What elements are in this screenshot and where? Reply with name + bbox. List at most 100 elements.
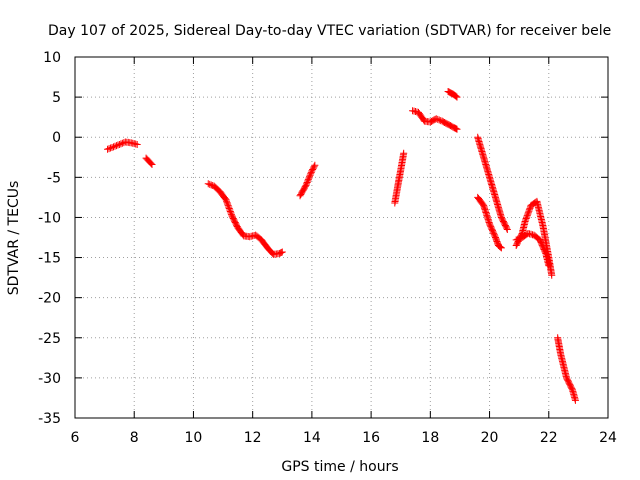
data-point: [117, 140, 125, 148]
grid-layer: [75, 57, 608, 418]
data-point: [523, 212, 531, 220]
series-seg7: [444, 87, 461, 101]
data-point: [224, 202, 232, 210]
data-point: [227, 209, 235, 217]
data-point: [452, 92, 460, 100]
series-seg3: [204, 180, 286, 258]
series-seg1: [104, 138, 141, 153]
data-point: [310, 163, 318, 171]
data-point: [503, 224, 511, 232]
y-tick-label: -10: [38, 210, 61, 226]
data-point: [278, 248, 286, 256]
data-point: [107, 144, 115, 152]
x-tick-label: 10: [185, 430, 203, 446]
data-point: [303, 180, 311, 188]
y-tick-label: 10: [43, 50, 61, 66]
x-tick-label: 8: [130, 430, 139, 446]
data-point: [222, 196, 230, 204]
data-point: [109, 143, 117, 151]
y-axis-label: SDTVAR / TECUs: [6, 181, 22, 296]
data-point: [503, 225, 511, 233]
data-point: [523, 213, 531, 221]
data-point: [108, 143, 116, 151]
data-point: [453, 93, 461, 101]
data-point: [148, 160, 156, 168]
data-point: [435, 116, 443, 124]
data-point: [277, 248, 285, 256]
y-tick-label: -5: [47, 170, 61, 186]
data-point: [432, 115, 440, 123]
data-point: [226, 207, 234, 215]
data-point: [206, 180, 214, 188]
data-point: [147, 159, 155, 167]
data-point: [548, 271, 556, 279]
chart-title: Day 107 of 2025, Sidereal Day-to-day VTE…: [48, 23, 611, 39]
data-point: [225, 205, 233, 213]
tick-layer: 6 8 10 12 14 16 18 20 22 24 10 5 0 -5 -10 -15 -20 -25 -30 -…: [38, 50, 617, 446]
data-point: [304, 176, 312, 184]
data-point: [104, 145, 112, 153]
data-point: [522, 215, 530, 223]
y-tick-label: -30: [38, 371, 61, 387]
data-point: [226, 206, 234, 214]
x-tick-label: 16: [362, 430, 380, 446]
series-seg9: [474, 193, 505, 252]
data-point: [525, 207, 533, 215]
y-tick-label: 0: [52, 130, 61, 146]
data-point: [306, 173, 314, 181]
data-point: [496, 243, 504, 251]
x-tick-label: 12: [244, 430, 262, 446]
data-point: [207, 181, 215, 189]
x-tick-label: 6: [71, 430, 80, 446]
data-point: [302, 181, 310, 189]
data-point: [517, 231, 525, 239]
data-point: [111, 142, 119, 150]
data-point: [118, 139, 126, 147]
data-point: [452, 125, 460, 133]
x-tick-label: 22: [540, 430, 558, 446]
data-point: [307, 170, 315, 178]
data-point: [225, 203, 233, 211]
series-seg8: [474, 133, 511, 233]
data-point: [524, 210, 532, 218]
data-point: [105, 145, 113, 153]
data-point: [133, 140, 141, 148]
y-tick-label: 5: [52, 90, 61, 106]
data-point: [304, 177, 312, 185]
series-seg12: [554, 334, 579, 404]
data-point: [223, 197, 231, 205]
data-point: [522, 216, 530, 224]
series-seg4: [296, 161, 319, 200]
data-point: [524, 209, 532, 217]
data-point: [303, 178, 311, 186]
data-point: [311, 161, 319, 169]
series-seg11: [512, 197, 556, 279]
x-tick-label: 24: [599, 430, 617, 446]
x-tick-label: 18: [421, 430, 439, 446]
data-point: [305, 174, 313, 182]
y-tick-label: -15: [38, 251, 61, 267]
data-point: [571, 396, 579, 404]
data-point: [112, 142, 120, 150]
x-tick-label: 14: [303, 430, 321, 446]
plot-frame: [74, 56, 609, 419]
data-point: [114, 141, 122, 149]
data-point: [204, 180, 212, 188]
data-point: [223, 199, 231, 207]
data-point: [224, 200, 232, 208]
x-axis-label: GPS time / hours: [281, 459, 398, 475]
data-point: [306, 171, 314, 179]
marker-layer: [104, 87, 579, 404]
data-point: [307, 168, 315, 176]
data-point: [525, 206, 533, 214]
y-tick-label: -35: [38, 411, 61, 427]
data-point: [521, 217, 529, 225]
data-point: [453, 125, 461, 133]
x-tick-label: 20: [481, 430, 499, 446]
series-seg5: [391, 149, 408, 207]
data-point: [434, 115, 442, 123]
y-tick-label: -20: [38, 291, 61, 307]
